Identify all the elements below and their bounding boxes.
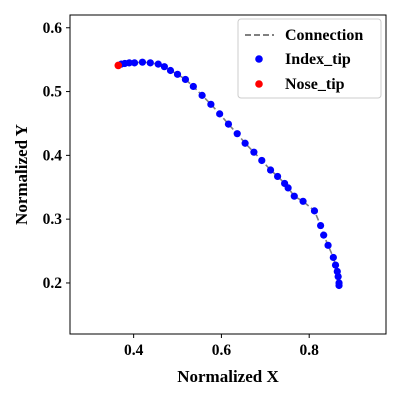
index-tip-point [181,75,190,84]
index-tip-point [241,139,249,147]
index-tip-point [154,60,162,68]
x-tick-label: 0.6 [212,342,232,359]
index-tip-point [233,130,241,138]
index-tip-point [250,148,258,156]
legend-label-nose-tip: Nose_tip [285,76,345,93]
index-tip-point [290,192,298,200]
index-tip-point [284,184,292,192]
plot-area [114,58,343,290]
legend-label-connection: Connection [285,27,363,44]
index-tip-point [146,59,154,67]
index-tip-point [329,253,337,262]
index-tip-point [310,207,319,215]
index-tip-point [320,231,328,239]
legend: Connection Index_tip Nose_tip [237,18,382,99]
index-tip-point [160,63,168,71]
index-tip-point [198,91,206,99]
nose-tip-point [114,61,123,70]
y-axis-title: Normalized Y [12,124,31,225]
axis-ticks: 0.4 0.6 0.8 0.2 0.3 0.4 0.5 0.6 [43,20,320,359]
index-tip-point [125,59,133,67]
y-tick-label: 0.6 [43,20,63,37]
index-tip-point [273,172,282,181]
index-tip-point [258,156,266,165]
index-tip-point [130,59,139,67]
index-tip-point [317,221,325,230]
y-tick-label: 0.3 [43,211,63,228]
plot-frame [69,14,387,335]
index-tip-point [207,100,215,108]
index-tip-point [324,241,332,249]
index-tip-point [331,261,340,269]
x-axis-title: Normalized X [177,367,279,386]
index-tip-point [216,110,224,118]
legend-nose-tip-swatch [255,80,263,88]
index-tip-point [266,166,275,174]
index-tip-point [166,66,175,75]
index-tip-point [334,272,342,281]
y-tick-label: 0.2 [43,275,63,292]
y-tick-label: 0.4 [43,147,63,164]
legend-box [237,18,382,99]
x-tick-label: 0.8 [300,342,320,359]
legend-index-tip-swatch [255,55,263,63]
index-tip-point [299,197,307,205]
index-tip-point [138,58,147,66]
index-tip-point [173,70,182,78]
index-tip-point [224,120,233,128]
legend-label-index-tip: Index_tip [285,51,351,68]
index-tip-point [189,82,197,91]
x-tick-label: 0.4 [124,342,144,359]
y-tick-label: 0.5 [43,84,63,101]
index-tip-point [335,281,343,290]
